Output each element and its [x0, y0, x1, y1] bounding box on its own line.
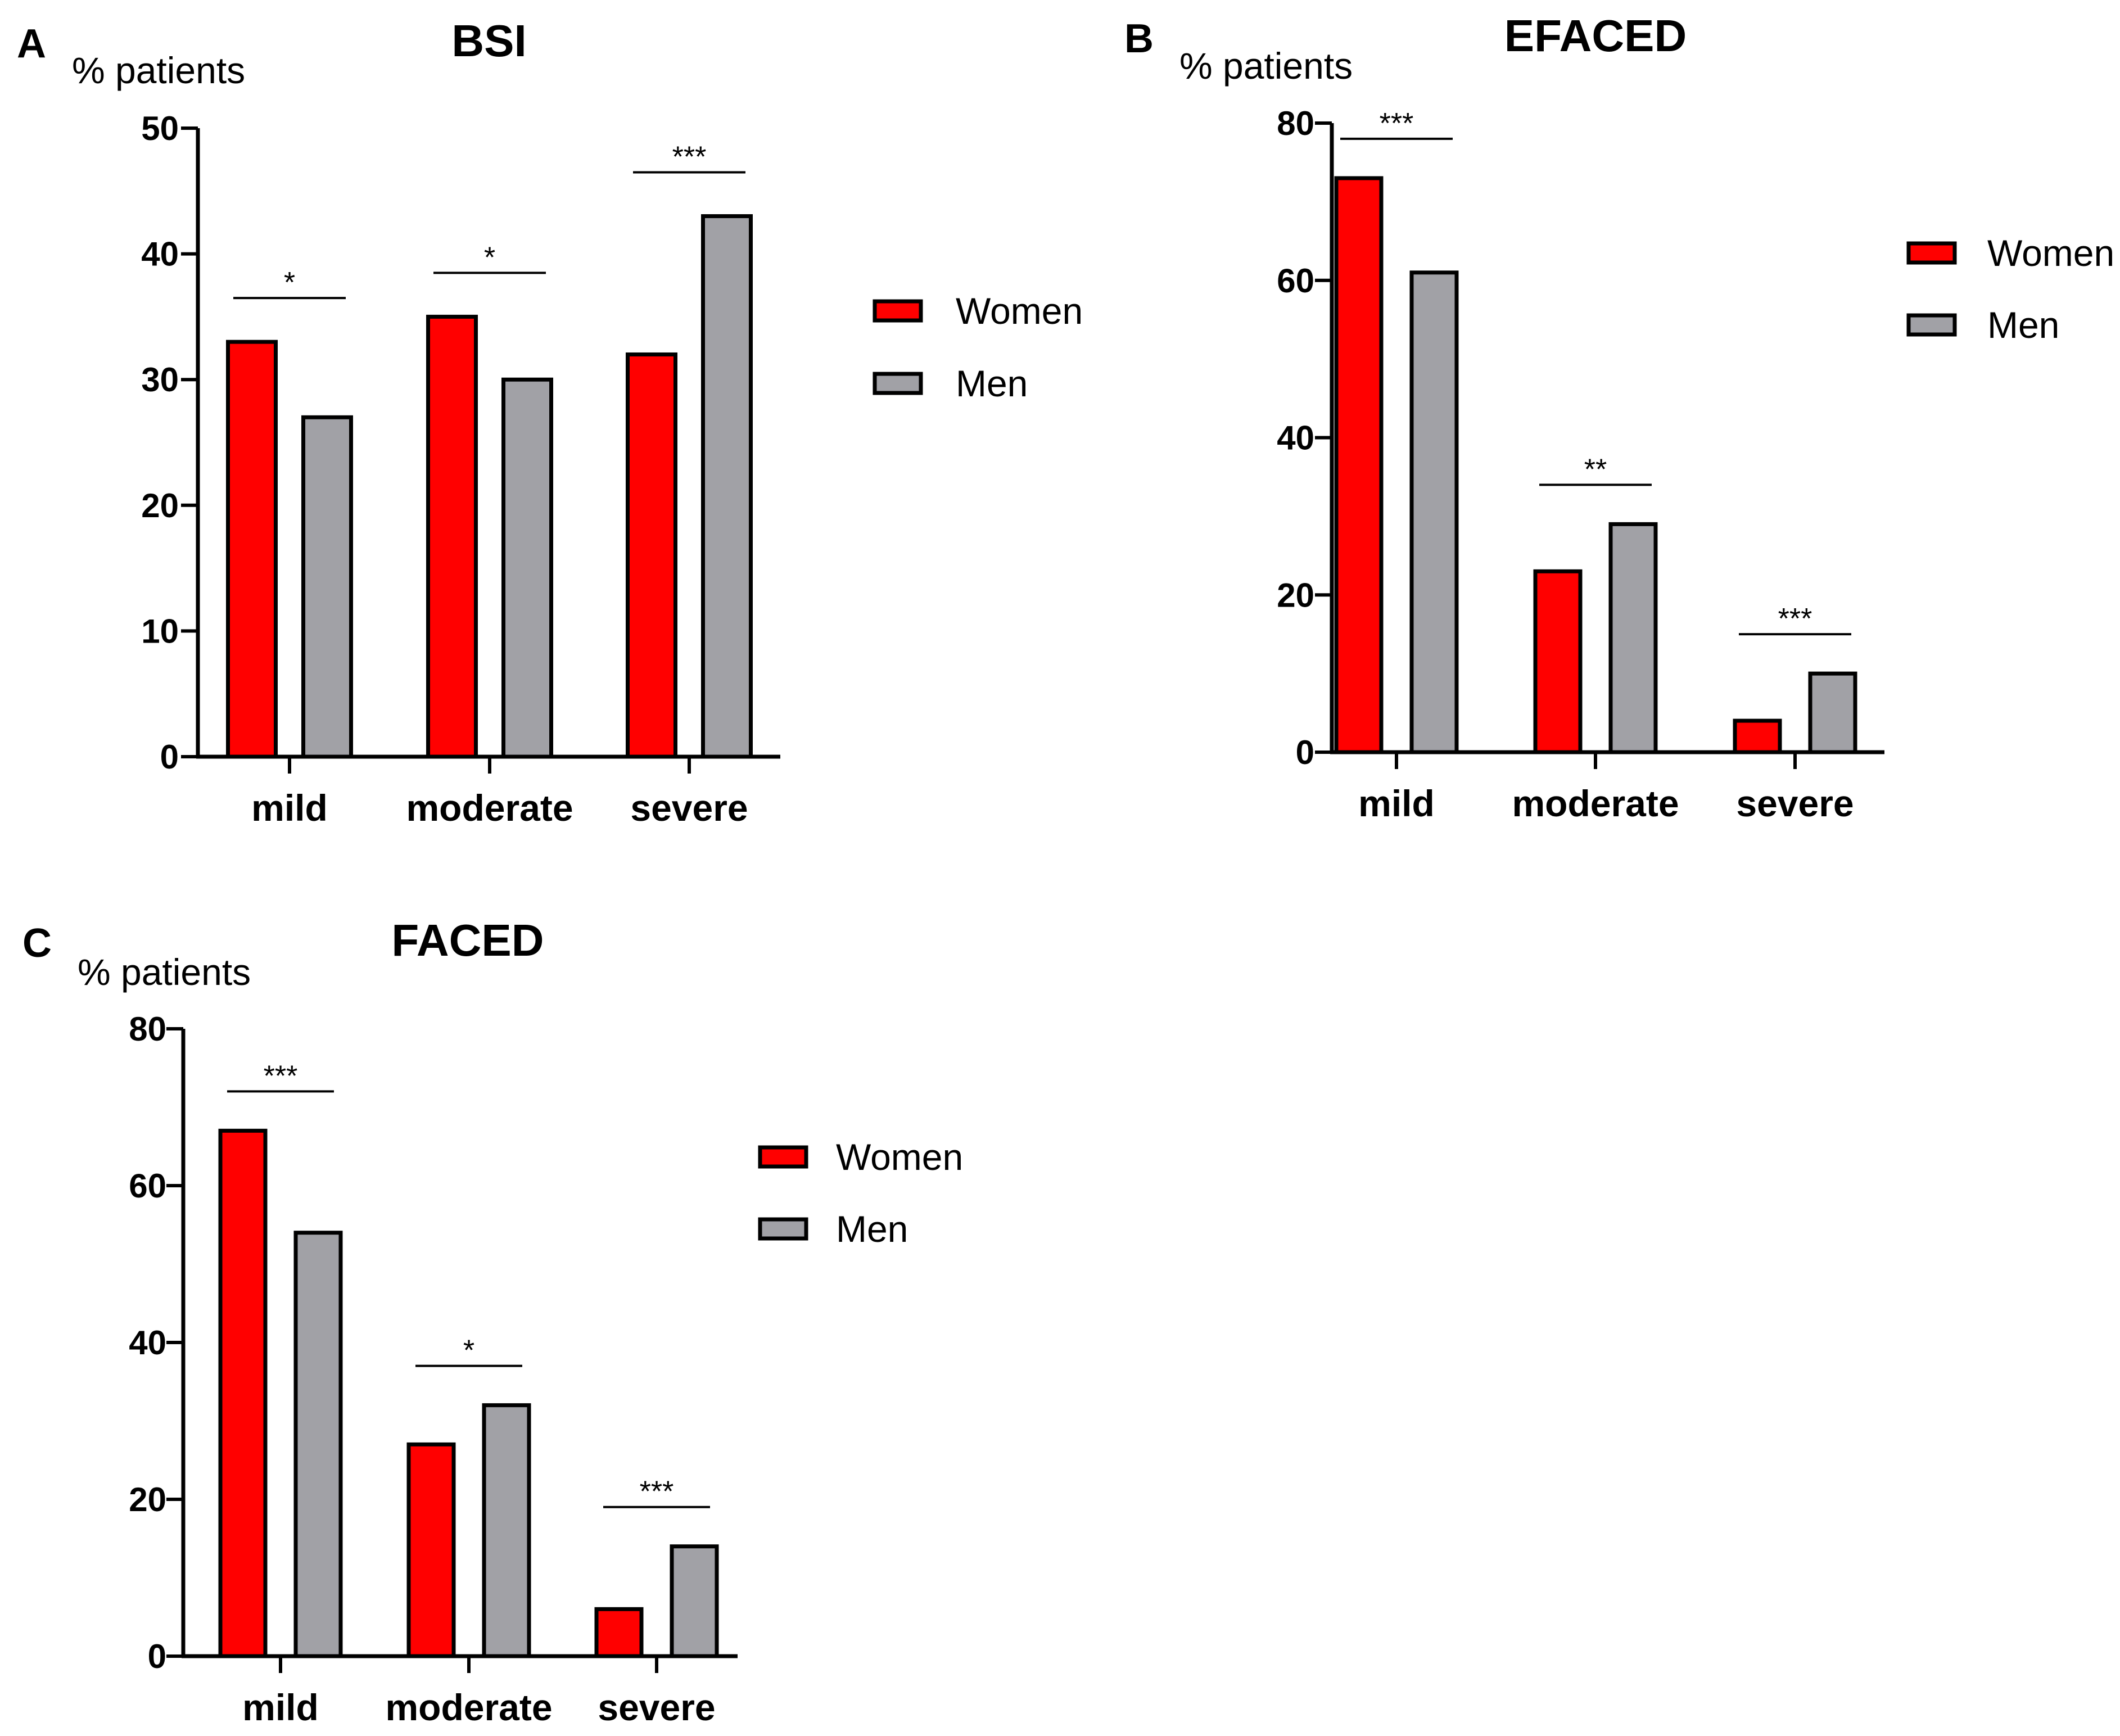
y-tick-label: 0 [1296, 734, 1314, 771]
y-tick-label: 20 [129, 1481, 166, 1518]
x-tick-label: severe [1736, 783, 1854, 824]
legend-swatch-men [873, 372, 923, 395]
significance-label: * [284, 266, 295, 299]
significance-label: * [484, 241, 495, 274]
x-tick-label: moderate [1512, 783, 1679, 824]
x-tick-label: severe [598, 1687, 715, 1728]
y-tick-label: 20 [141, 487, 179, 525]
legend-label-men: Men [956, 363, 1028, 404]
legend-label-men: Men [836, 1208, 908, 1250]
y-tick-label: 0 [160, 738, 179, 776]
legend-swatch-women [758, 1145, 808, 1169]
legend: Women Men [758, 1136, 963, 1250]
legend-label-men: Men [1987, 304, 2059, 346]
chart-panel-c: C FACED % patients 0 20 40 60 80 mild *** moderate… [22, 915, 963, 1728]
significance-label: *** [640, 1476, 674, 1508]
legend-swatch-men [758, 1217, 808, 1241]
y-tick-label: 40 [141, 236, 179, 273]
legend-label-women: Women [956, 290, 1083, 332]
y-tick-label: 10 [141, 612, 179, 650]
chart-panel-b: B EFACED % patients 0 20 40 60 80 mild *** moderat… [1124, 11, 2114, 824]
bar-men-mild [293, 1231, 343, 1658]
bar-women-severe [1733, 718, 1782, 754]
y-tick-label: 60 [1277, 262, 1314, 300]
bar-women-severe [594, 1607, 644, 1658]
x-tick-label: moderate [385, 1687, 552, 1728]
panel-letter: A [17, 21, 46, 66]
legend-label-women: Women [1987, 232, 2114, 274]
y-tick-label: 60 [129, 1167, 166, 1205]
significance-label: *** [672, 141, 707, 174]
significance-label: * [463, 1335, 474, 1367]
bar-men-mild [301, 415, 353, 759]
bar-men-moderate [1608, 522, 1658, 754]
bar-women-moderate [426, 314, 478, 759]
legend: Women Men [1906, 232, 2114, 346]
x-tick-label: moderate [406, 787, 573, 829]
bar-men-severe [670, 1544, 719, 1658]
chart-title: EFACED [1504, 11, 1687, 61]
y-tick-label: 40 [1277, 419, 1314, 457]
y-tick-label: 40 [129, 1324, 166, 1362]
bar-women-mild [226, 340, 278, 759]
y-tick-label: 20 [1277, 576, 1314, 614]
bar-women-moderate [406, 1442, 456, 1658]
x-tick-label: severe [630, 787, 748, 829]
bar-women-mild [1334, 176, 1384, 754]
legend-swatch-women [873, 299, 923, 323]
y-tick-label: 80 [1277, 105, 1314, 142]
y-tick-label: 0 [148, 1638, 166, 1675]
x-tick-label: mild [1358, 783, 1435, 824]
bar-women-severe [626, 352, 677, 759]
chart-title: BSI [451, 16, 526, 66]
y-axis-label: % patients [78, 951, 251, 993]
significance-label: *** [1380, 107, 1414, 140]
x-tick-label: mild [251, 787, 328, 829]
significance-label: *** [1778, 603, 1812, 635]
bar-men-mild [1409, 270, 1459, 754]
y-axis-label: % patients [72, 49, 245, 91]
legend-swatch-men [1906, 313, 1957, 337]
bar-men-severe [1808, 671, 1857, 754]
panel-letter: C [22, 921, 52, 966]
bar-men-moderate [482, 1403, 531, 1658]
bar-men-moderate [501, 377, 553, 759]
significance-label: *** [264, 1060, 298, 1092]
significance-label: ** [1584, 453, 1607, 486]
chart-panel-a: A BSI % patients 0 10 20 30 40 50 mild * moderate * s… [17, 16, 1083, 829]
bar-women-moderate [1533, 569, 1583, 754]
x-tick-label: mild [242, 1687, 319, 1728]
chart-title: FACED [391, 915, 544, 965]
legend-swatch-women [1906, 241, 1957, 265]
y-tick-label: 30 [141, 361, 179, 399]
legend: Women Men [873, 290, 1083, 404]
panel-letter: B [1124, 16, 1154, 61]
y-tick-label: 50 [141, 110, 179, 147]
bar-men-severe [701, 214, 753, 759]
bar-women-mild [218, 1128, 268, 1658]
legend-label-women: Women [836, 1136, 963, 1178]
y-axis-label: % patients [1179, 45, 1353, 87]
y-tick-label: 80 [129, 1010, 166, 1048]
